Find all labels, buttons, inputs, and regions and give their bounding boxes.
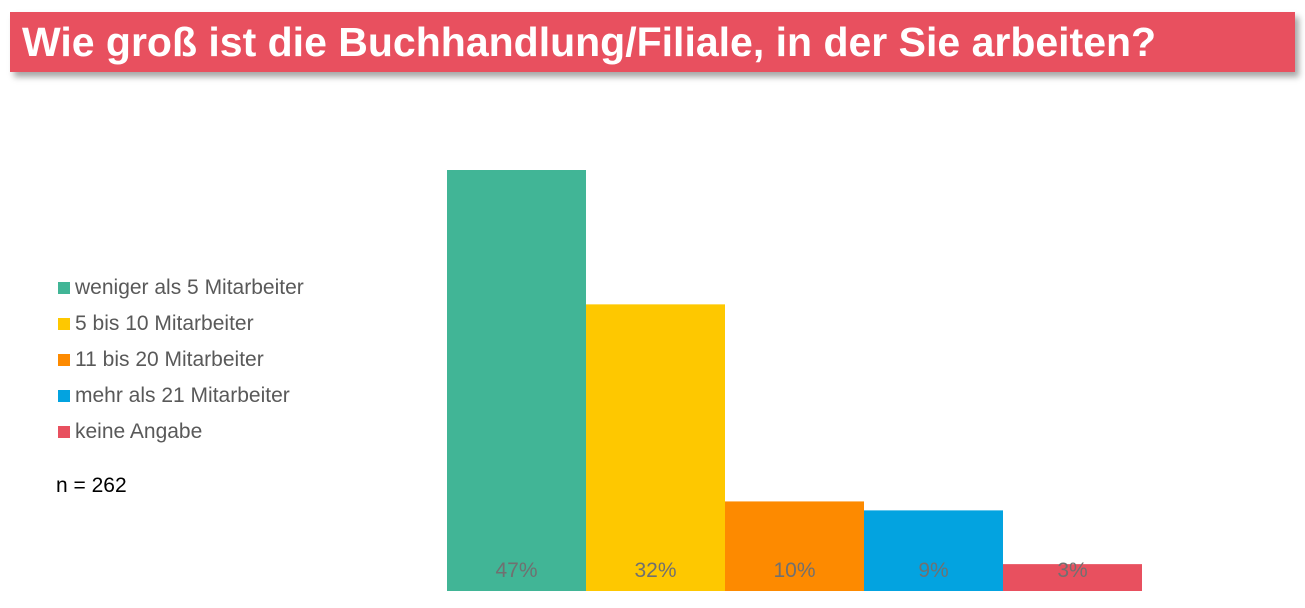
bar-1 xyxy=(447,170,586,591)
legend-label: 5 bis 10 Mitarbeiter xyxy=(75,312,254,335)
legend-item: weniger als 5 Mitarbeiter xyxy=(58,270,304,306)
bar-value-label: 10% xyxy=(773,559,815,582)
legend-label: weniger als 5 Mitarbeiter xyxy=(75,276,304,299)
bar-value-label: 9% xyxy=(918,559,948,582)
bar-5 xyxy=(1003,564,1142,591)
title-banner: Wie groß ist die Buchhandlung/Filiale, i… xyxy=(10,12,1295,72)
legend-swatch xyxy=(58,390,70,402)
legend-item: mehr als 21 Mitarbeiter xyxy=(58,378,304,414)
legend-label: keine Angabe xyxy=(75,420,203,443)
legend-swatch xyxy=(58,318,70,330)
bar-value-label: 3% xyxy=(1057,559,1087,582)
bar-2 xyxy=(586,304,725,591)
bar-value-label: 32% xyxy=(634,559,676,582)
legend-swatch xyxy=(58,426,70,438)
legend-swatch xyxy=(58,282,70,294)
legend-item: 11 bis 20 Mitarbeiter xyxy=(58,342,304,378)
legend-label: mehr als 21 Mitarbeiter xyxy=(75,384,290,407)
sample-size-label: n = 262 xyxy=(56,474,127,497)
legend-swatch xyxy=(58,354,70,366)
legend-item: keine Angabe xyxy=(58,414,304,450)
bar-value-label: 47% xyxy=(495,559,537,582)
legend-item: 5 bis 10 Mitarbeiter xyxy=(58,306,304,342)
bar-4 xyxy=(864,510,1003,591)
bar-3 xyxy=(725,501,864,591)
chart-title: Wie groß ist die Buchhandlung/Filiale, i… xyxy=(22,19,1157,65)
chart-legend: weniger als 5 Mitarbeiter 5 bis 10 Mitar… xyxy=(58,270,304,450)
legend-label: 11 bis 20 Mitarbeiter xyxy=(75,348,264,371)
